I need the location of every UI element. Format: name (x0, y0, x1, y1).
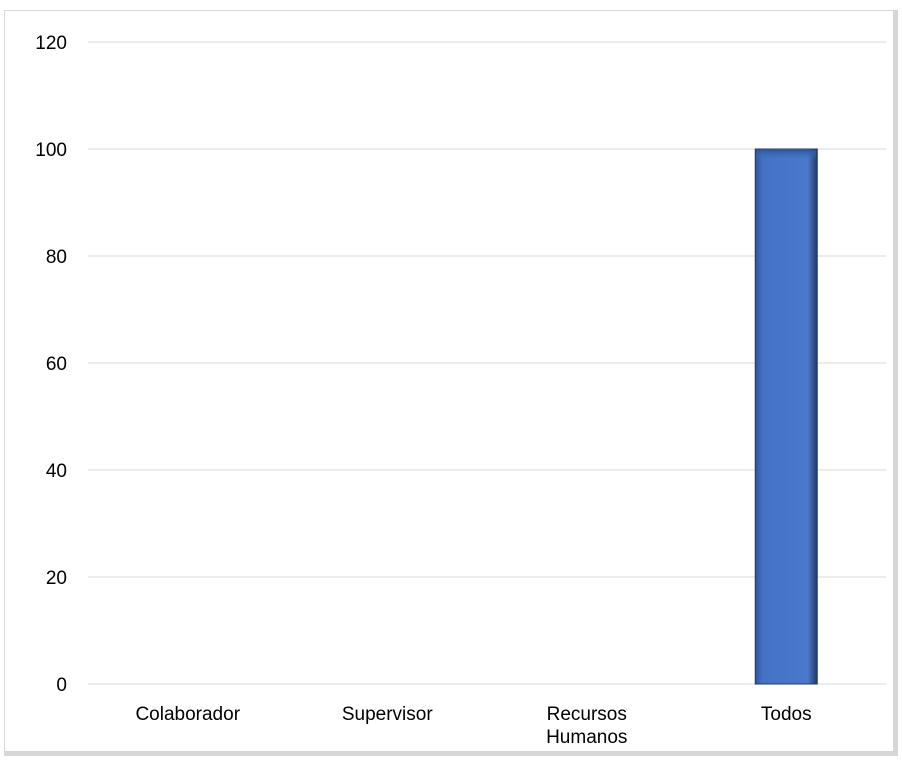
y-tick-label: 120 (35, 33, 67, 54)
chart-area (4, 10, 898, 756)
x-tick-label: Recursos Humanos (546, 704, 627, 748)
bar (754, 148, 818, 685)
y-tick-label: 40 (46, 461, 67, 482)
bars (754, 148, 818, 685)
y-tick-label: 80 (46, 247, 67, 268)
y-tick-label: 0 (56, 675, 67, 696)
x-tick-label-line: Colaborador (135, 704, 240, 725)
x-tick-label: Todos (761, 704, 812, 725)
x-tick-label-line: Supervisor (342, 704, 433, 725)
bar-bevel (756, 150, 817, 160)
y-tick-label: 20 (46, 568, 67, 589)
y-axis-tick-labels: 0 20 40 60 80 100 120 (35, 33, 67, 696)
x-tick-label: Colaborador (135, 704, 240, 725)
x-tick-label-line: Humanos (546, 727, 627, 748)
x-tick-label-line: Todos (761, 704, 812, 725)
y-tick-label: 100 (35, 140, 67, 161)
gridlines (88, 41, 886, 685)
x-axis-category-labels: Colaborador Supervisor Recursos Humanos Todo… (135, 704, 811, 748)
y-tick-label: 60 (46, 354, 67, 375)
x-tick-label-line: Recursos (547, 704, 627, 725)
x-tick-label: Supervisor (342, 704, 433, 725)
